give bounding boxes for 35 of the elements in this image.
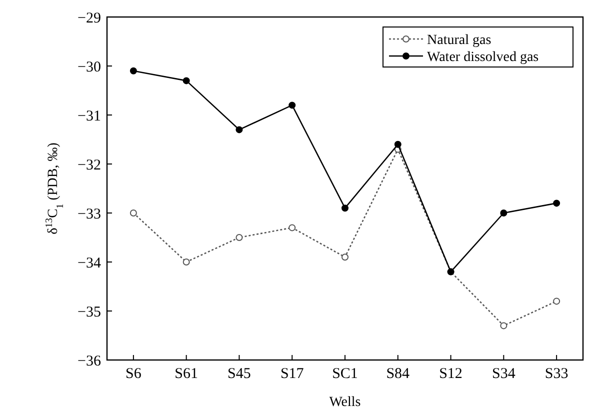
point — [553, 200, 560, 207]
point — [342, 204, 348, 212]
y-tick-label: −29 — [78, 10, 101, 26]
y-tick-label: −30 — [78, 59, 101, 76]
y-tick-label: −35 — [78, 304, 101, 320]
point — [553, 298, 560, 305]
x-axis-title: Wells — [329, 395, 361, 410]
point — [500, 322, 508, 330]
point — [130, 210, 137, 216]
point — [236, 126, 243, 134]
y-tick-label: −32 — [78, 157, 101, 174]
point — [342, 254, 348, 261]
x-tick-label: S33 — [544, 366, 568, 382]
x-tick-label: SC1 — [332, 366, 358, 382]
point — [130, 67, 137, 74]
y-tick-label: −34 — [78, 255, 102, 272]
legend-label: Water dissolved gas — [427, 50, 539, 65]
point — [236, 234, 243, 241]
legend-label: Natural gas — [427, 32, 492, 48]
y-tick-label: −36 — [78, 353, 102, 370]
point — [288, 102, 296, 109]
point — [182, 258, 190, 266]
x-tick-label: S6 — [126, 366, 142, 382]
x-tick-label: S61 — [174, 366, 198, 382]
point — [182, 77, 190, 84]
y-tick-label: −33 — [78, 206, 101, 222]
point — [394, 140, 402, 148]
point — [288, 224, 296, 232]
x-tick-label: S84 — [386, 366, 410, 382]
x-tick-label: S45 — [228, 366, 251, 382]
x-tick-label: S34 — [492, 366, 516, 382]
point — [500, 210, 508, 216]
x-tick-label: S12 — [439, 366, 462, 382]
y-tick-label: −31 — [78, 108, 101, 124]
x-tick-label: S17 — [280, 366, 304, 382]
